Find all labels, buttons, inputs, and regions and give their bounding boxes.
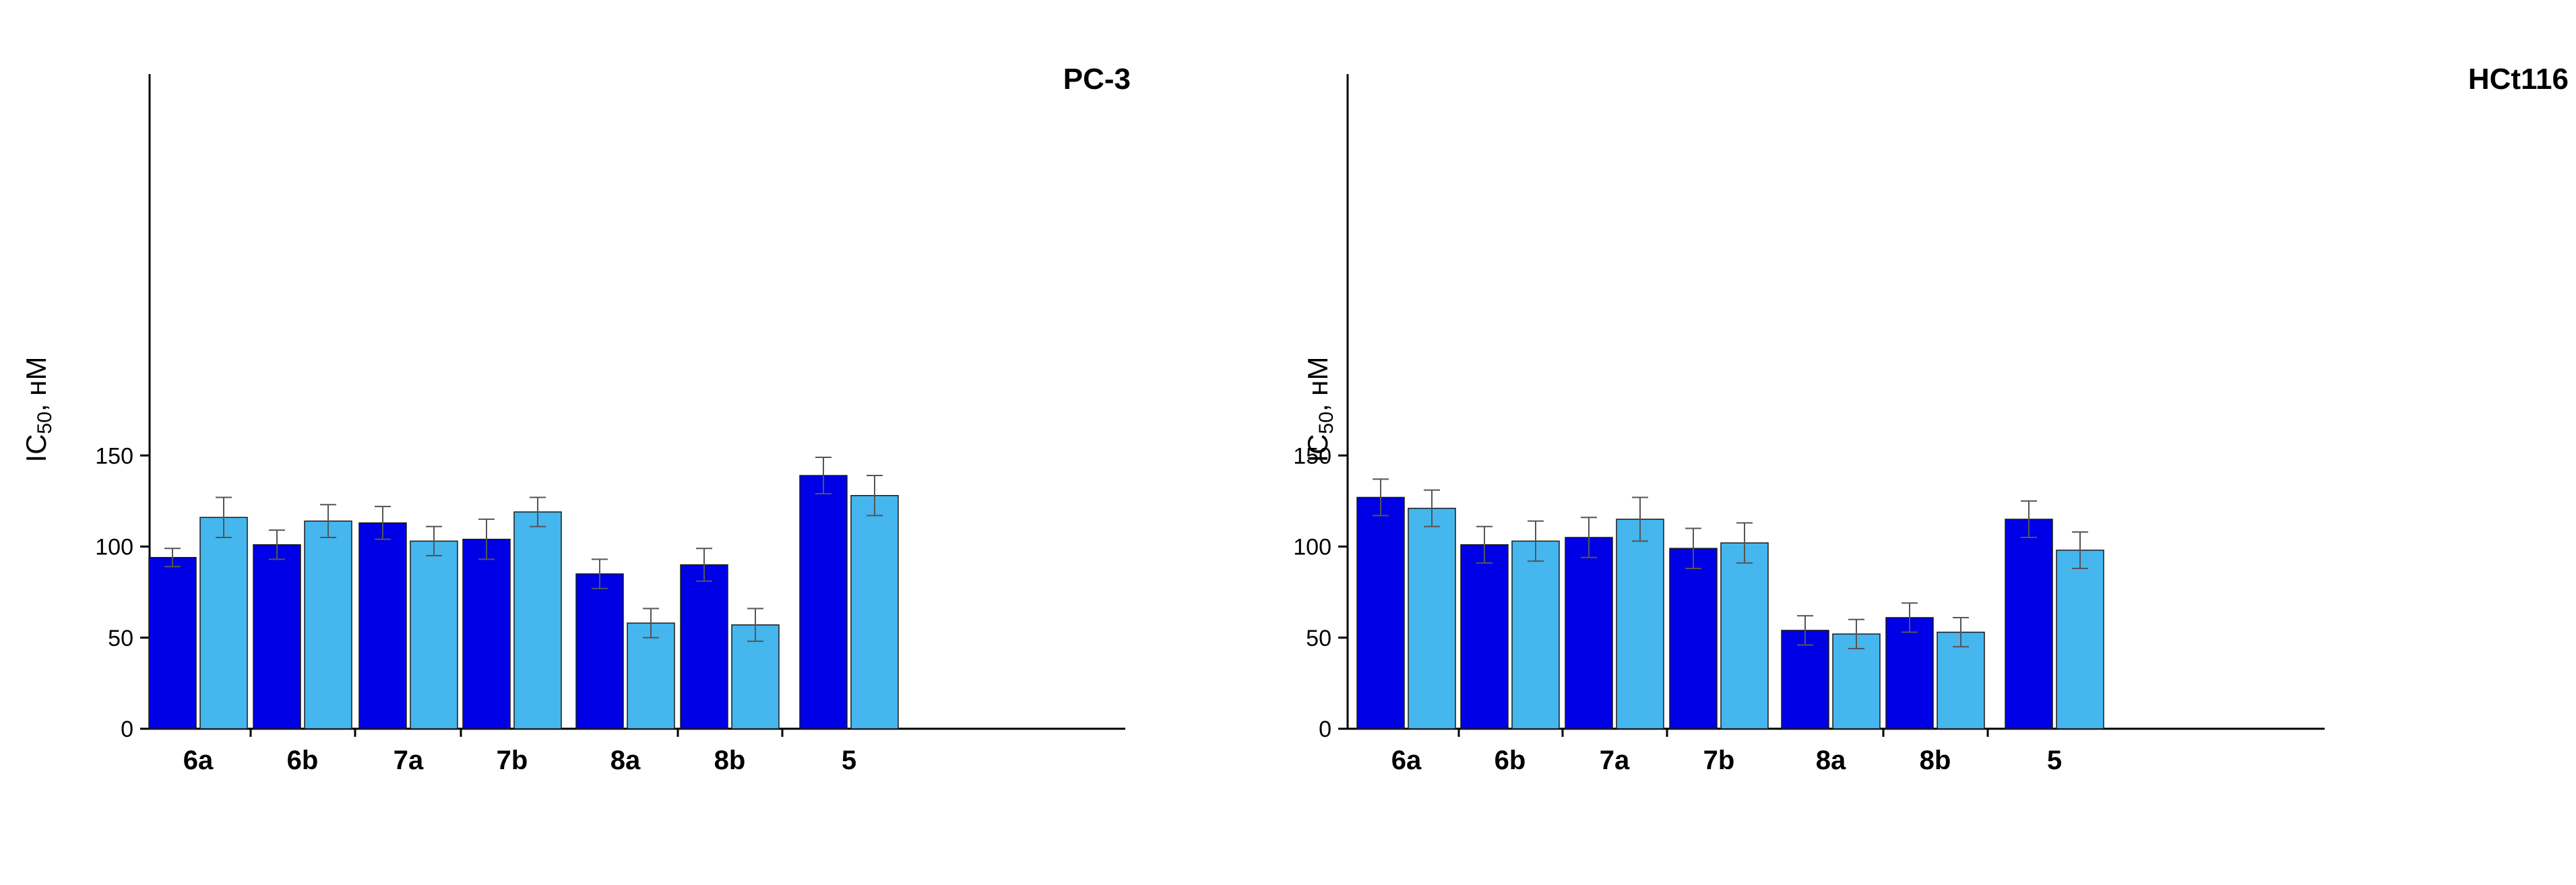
chart-pc3: PC-3 IC50, нМ 0 50 100 150 6a 6b 7a 7b 8… bbox=[20, 63, 1131, 775]
y-axis-label-unit: , нМ bbox=[1302, 357, 1333, 412]
y-tick-label: 100 bbox=[95, 535, 133, 560]
bar-8b-series-light bbox=[731, 624, 780, 729]
bar-6a-series-dark bbox=[1356, 496, 1405, 729]
y-tick-label: 0 bbox=[121, 717, 133, 742]
y-tick-3: 150 bbox=[1293, 443, 1348, 469]
y-tick-label: 150 bbox=[95, 443, 133, 469]
bar-8b-series-light bbox=[1937, 631, 1985, 729]
chart-title: HCt116 bbox=[2468, 63, 2569, 96]
y-axis-label-main: IC bbox=[1302, 434, 1333, 462]
y-axis-label: IC50, нМ bbox=[20, 357, 56, 463]
bar-8a-series-light bbox=[1832, 633, 1881, 729]
x-tick-label-6a: 6a bbox=[183, 746, 214, 775]
bar-7b-series-light bbox=[1720, 542, 1769, 729]
bar-5-series-light bbox=[2056, 550, 2104, 729]
bar-5-series-dark bbox=[799, 475, 848, 729]
bar-7b-series-dark bbox=[462, 538, 511, 729]
x-tick-label-8b: 8b bbox=[1920, 746, 1951, 775]
x-tick-label-7b: 7b bbox=[497, 746, 528, 775]
y-tick-0: 0 bbox=[1319, 717, 1348, 742]
bar-7a-series-light bbox=[1616, 519, 1664, 729]
x-tick-labels: 6a 6b 7a 7b 8a 8b 5 bbox=[1391, 746, 2062, 775]
bar-8a-series-dark bbox=[1781, 630, 1829, 729]
x-tick-label-6a: 6a bbox=[1391, 746, 1422, 775]
y-tick-2: 100 bbox=[1293, 535, 1348, 560]
y-tick-1: 50 bbox=[108, 626, 150, 651]
bar-6b-series-dark bbox=[1460, 544, 1509, 729]
bar-6a-series-dark bbox=[148, 556, 197, 729]
bar-7b-series-light bbox=[513, 511, 562, 729]
x-tick-label-6b: 6b bbox=[1495, 746, 1526, 775]
y-tick-label: 50 bbox=[108, 626, 133, 651]
x-tick-label-5: 5 bbox=[2047, 746, 2062, 775]
bars bbox=[148, 456, 899, 729]
x-tick-label-6b: 6b bbox=[287, 746, 319, 775]
y-axis-label-unit: , нМ bbox=[20, 357, 52, 412]
y-axis-label-subscript: 50 bbox=[1315, 412, 1338, 434]
y-tick-2: 100 bbox=[95, 535, 150, 560]
bar-7a-series-light bbox=[410, 540, 458, 729]
x-tick-label-8a: 8a bbox=[610, 746, 641, 775]
bar-6b-series-light bbox=[304, 520, 352, 729]
x-tick-labels: 6a 6b 7a 7b 8a 8b 5 bbox=[183, 746, 856, 775]
bar-5-series-light bbox=[850, 495, 899, 729]
x-tick-label-8a: 8a bbox=[1816, 746, 1846, 775]
y-tick-label: 50 bbox=[1306, 626, 1331, 651]
y-tick-label: 100 bbox=[1293, 535, 1331, 560]
x-tick-label-8b: 8b bbox=[714, 746, 746, 775]
chart-title: PC-3 bbox=[1063, 63, 1131, 96]
y-axis-label-subscript: 50 bbox=[34, 412, 56, 434]
y-tick-0: 0 bbox=[121, 717, 150, 742]
x-tick-label-7a: 7a bbox=[1600, 746, 1630, 775]
y-tick-1: 50 bbox=[1306, 626, 1348, 651]
x-tick-label-7b: 7b bbox=[1703, 746, 1735, 775]
y-tick-3: 150 bbox=[95, 443, 150, 469]
bars bbox=[1356, 478, 2104, 729]
chart-hct116: HCt116 IC50, нМ 0 50 100 150 6a 6b 7a 7b… bbox=[1293, 63, 2569, 775]
y-axis-label-main: IC bbox=[20, 434, 52, 462]
bar-6b-series-light bbox=[1511, 540, 1560, 729]
bar-8b-series-dark bbox=[1885, 617, 1934, 729]
bar-6a-series-light bbox=[1408, 507, 1456, 729]
x-tick-label-7a: 7a bbox=[394, 746, 424, 775]
bar-8a-series-dark bbox=[575, 573, 624, 729]
bar-6b-series-dark bbox=[253, 544, 301, 729]
bar-7a-series-dark bbox=[358, 522, 407, 729]
y-tick-label: 150 bbox=[1293, 443, 1331, 469]
y-tick-label: 0 bbox=[1319, 717, 1331, 742]
bar-6a-series-light bbox=[199, 517, 248, 729]
bar-8b-series-dark bbox=[680, 564, 728, 729]
bar-7b-series-dark bbox=[1669, 548, 1718, 729]
bar-5-series-dark bbox=[2005, 519, 2053, 729]
x-tick-label-5: 5 bbox=[842, 746, 856, 775]
y-axis-label: IC50, нМ bbox=[1302, 357, 1338, 463]
bar-7a-series-dark bbox=[1565, 537, 1613, 729]
bar-8a-series-light bbox=[627, 622, 675, 729]
